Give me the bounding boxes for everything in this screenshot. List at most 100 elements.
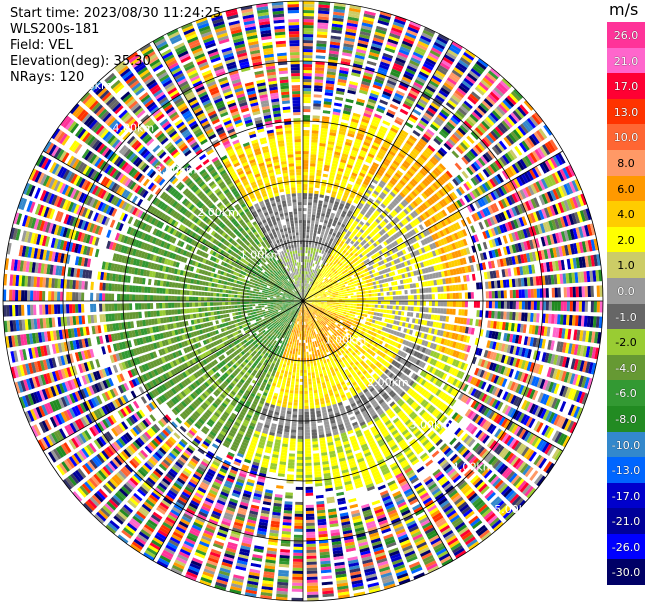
radar-gate <box>309 265 312 269</box>
radar-gate <box>358 258 363 263</box>
radar-gate <box>303 223 306 227</box>
radar-gate <box>453 148 462 157</box>
radar-gate <box>303 118 310 122</box>
radar-gate <box>310 278 313 282</box>
radar-gate <box>392 234 398 240</box>
radar-gate <box>380 301 384 305</box>
radar-gate <box>335 302 339 305</box>
radar-gate <box>531 133 540 145</box>
radar-gate <box>344 205 350 210</box>
radar-gate <box>389 103 399 110</box>
radar-gate <box>363 205 369 211</box>
radar-gate <box>431 301 435 307</box>
radar-gate <box>355 104 364 109</box>
radar-gate <box>334 217 339 221</box>
radar-gate <box>341 298 345 301</box>
radar-gate <box>305 292 307 296</box>
radar-gate <box>359 86 369 92</box>
radar-gate <box>304 296 307 299</box>
radar-gate <box>376 252 381 257</box>
radar-gate <box>317 31 328 36</box>
radar-gate <box>303 82 312 86</box>
start-time-label: Start time: 2023/08/30 11:24:25 <box>10 6 222 21</box>
radar-gate <box>326 304 330 307</box>
radar-gate <box>350 298 354 301</box>
radar-gate <box>418 224 425 231</box>
radar-gate <box>401 189 408 196</box>
radar-gate <box>360 28 372 34</box>
radar-gate <box>497 311 501 319</box>
radar-gate <box>406 239 412 245</box>
radar-gate <box>303 175 308 179</box>
radar-gate <box>414 79 425 87</box>
radar-gate <box>306 283 309 287</box>
radar-gate <box>403 124 412 131</box>
radar-gate <box>356 132 365 138</box>
radar-gate <box>367 101 376 107</box>
radar-gate <box>487 150 496 159</box>
radar-gate <box>368 251 373 256</box>
radar-gate <box>441 174 449 182</box>
radar-gate <box>440 161 449 169</box>
radar-gate <box>350 204 356 210</box>
radar-gate <box>374 234 380 240</box>
radar-gate <box>349 272 354 276</box>
radar-gate <box>538 128 548 140</box>
radar-gate <box>345 265 349 269</box>
radar-gate <box>475 107 485 116</box>
radar-gate <box>374 210 381 216</box>
radar-gate <box>303 283 305 287</box>
radar-gate <box>326 211 331 215</box>
radar-gate <box>341 197 347 202</box>
radar-gate <box>310 229 314 233</box>
radar-gate <box>428 301 432 306</box>
radar-gate <box>311 133 319 137</box>
radar-gate <box>347 305 351 308</box>
radar-gate <box>346 92 356 98</box>
radar-gate <box>428 173 436 181</box>
radar-gate <box>508 114 518 125</box>
radar-gate <box>338 243 343 248</box>
radar-gate <box>356 295 360 298</box>
radar-gate <box>314 254 318 258</box>
radar-gate <box>461 284 465 291</box>
radar-gate <box>470 177 478 186</box>
radar-gate <box>454 176 462 185</box>
radar-gate <box>341 307 345 310</box>
radar-gate <box>360 149 367 155</box>
radar-gate <box>363 72 374 78</box>
radar-gate <box>513 178 521 188</box>
radar-gate <box>370 89 380 96</box>
radar-gate <box>359 34 370 40</box>
radar-gate <box>318 280 321 283</box>
radar-gate <box>322 116 330 120</box>
radar-gate <box>459 198 466 206</box>
radar-gate <box>346 186 352 191</box>
radar-gate <box>303 163 309 167</box>
radar-gate <box>515 301 519 310</box>
radar-gate <box>384 114 394 121</box>
radar-gate <box>352 112 361 118</box>
radar-gate <box>456 62 468 71</box>
radar-gate <box>348 83 358 89</box>
radar-gate <box>380 191 387 198</box>
radar-gate <box>494 144 503 154</box>
radar-gate <box>392 160 400 167</box>
radar-gate <box>405 185 412 192</box>
radar-gate <box>355 265 360 269</box>
radar-gate <box>324 195 330 200</box>
radar-gate <box>534 149 543 160</box>
radar-gate <box>434 293 438 300</box>
radar-gate <box>353 303 357 306</box>
radar-gate <box>341 223 346 228</box>
radar-gate <box>401 301 405 305</box>
radar-gate <box>329 262 333 266</box>
radar-gate <box>380 242 386 248</box>
radar-gate <box>355 312 359 315</box>
elevation-label: Elevation(deg): 35.30 <box>10 54 151 69</box>
radar-gate <box>333 257 337 261</box>
radar-gate <box>340 274 345 278</box>
radar-gate <box>370 181 377 187</box>
radar-gate <box>498 103 508 114</box>
radar-gate <box>307 259 309 263</box>
